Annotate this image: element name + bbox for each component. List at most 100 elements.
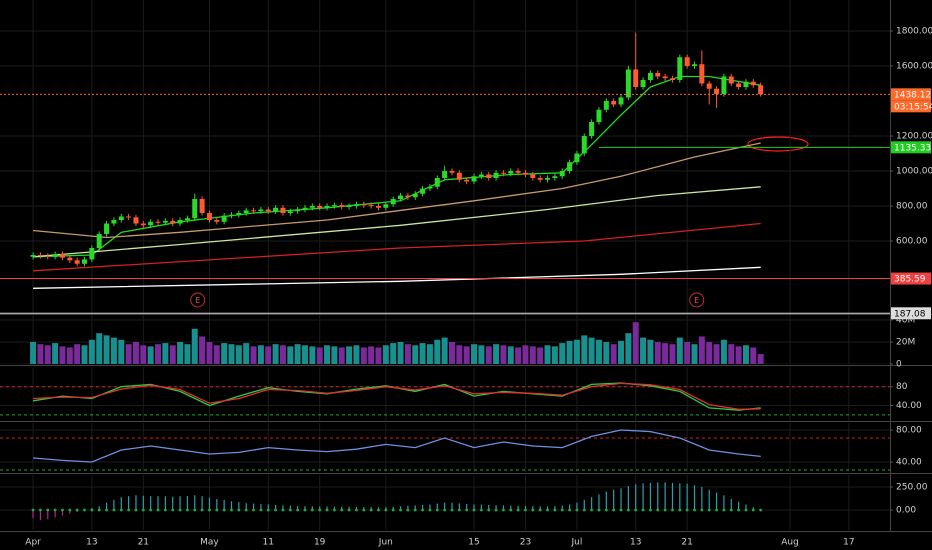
histogram-dot (222, 508, 226, 512)
volume-bar (177, 341, 184, 364)
volume-bar (426, 344, 433, 364)
candle-body (581, 135, 587, 154)
volume-bar (250, 346, 257, 364)
volume-bar (706, 341, 713, 364)
volume-bar (96, 333, 103, 364)
candle-body (192, 199, 198, 219)
candle-body (589, 121, 595, 136)
y-tick-label: 800.00 (896, 202, 928, 212)
histogram-dot (604, 508, 608, 512)
histogram-dot (597, 508, 601, 512)
indicator-line (33, 222, 761, 272)
candle-body (37, 255, 43, 257)
x-tick-label: 21 (681, 538, 692, 548)
volume-bar (529, 346, 536, 364)
histogram-dot (252, 508, 255, 512)
candle-body (743, 81, 749, 87)
volume-bar (419, 343, 426, 364)
histogram-dot (685, 508, 689, 512)
histogram-dot (457, 508, 461, 512)
volume-bar (434, 339, 441, 364)
volume-bar (287, 346, 294, 364)
volume-bar (537, 347, 544, 364)
candle-body (155, 221, 161, 223)
x-tick-label: 17 (843, 538, 854, 548)
volume-bar (228, 344, 235, 364)
candle-body (603, 100, 609, 110)
histogram-dot (141, 508, 145, 512)
volume-bar (684, 341, 691, 364)
candle-body (405, 195, 411, 198)
indicator-line (33, 429, 761, 463)
volume-bar (37, 344, 44, 364)
histogram-dot (39, 508, 42, 512)
earnings-marker (190, 292, 206, 308)
volume-bar (324, 345, 331, 364)
candle-body (67, 257, 73, 261)
histogram-dot (722, 508, 726, 512)
candle-body (456, 172, 462, 180)
volume-bar (88, 339, 95, 364)
candle-body (449, 171, 455, 173)
countdown-badge (891, 100, 931, 113)
y-tick-label: 40.00 (896, 458, 922, 468)
candle-body (442, 171, 448, 179)
histogram-dot (538, 508, 542, 512)
histogram-dot (590, 508, 594, 512)
candle-body (398, 195, 404, 200)
histogram-dot (671, 508, 674, 512)
histogram-dot (259, 508, 263, 512)
candle-body (545, 178, 551, 180)
x-tick-label: 13 (630, 538, 641, 548)
volume-bar (206, 341, 213, 364)
y-tick-label: 80.00 (896, 426, 922, 436)
histogram-dot (465, 508, 469, 512)
candle-body (508, 171, 514, 174)
histogram-dot (244, 508, 248, 512)
volume-bar (213, 345, 220, 364)
histogram-dot (634, 508, 638, 512)
histogram-dot (582, 508, 586, 512)
annotation-ellipse (747, 136, 809, 152)
candle-body (361, 204, 367, 206)
candle-body (655, 72, 661, 77)
volume-bar (118, 339, 125, 364)
candle-body (214, 220, 220, 222)
histogram-dot (193, 508, 197, 512)
histogram-dot (200, 508, 204, 512)
histogram-dot (626, 508, 630, 512)
volume-bar (59, 346, 66, 364)
candle-body (324, 206, 330, 208)
indicator-line (33, 382, 761, 410)
candle-body (229, 214, 235, 216)
volume-bar (309, 346, 316, 364)
panel (0, 423, 890, 472)
candle-body (647, 72, 653, 80)
volume-bar (360, 347, 367, 364)
histogram-dot (332, 508, 336, 512)
histogram-dot (663, 508, 667, 512)
volume-bar (30, 341, 37, 364)
volume-bar (243, 343, 250, 364)
volume-bar (294, 344, 301, 364)
volume-bar (316, 347, 323, 364)
candle-body (236, 213, 242, 215)
candle-body (537, 178, 543, 180)
histogram-dot (641, 508, 645, 512)
histogram-dot (502, 508, 505, 512)
volume-bar (493, 344, 500, 364)
volume-bar (669, 344, 676, 364)
candle-body (736, 83, 742, 87)
candle-body (706, 83, 712, 89)
histogram-dot (274, 508, 277, 512)
volume-bar (750, 347, 757, 364)
histogram-dot (61, 508, 64, 512)
histogram-dot (303, 508, 307, 512)
candle-body (471, 176, 477, 182)
candle-body (596, 109, 602, 122)
volume-bar (265, 346, 272, 364)
volume-bar (331, 346, 338, 364)
x-tick-label: Jun (378, 538, 393, 548)
candle-body (522, 172, 528, 175)
